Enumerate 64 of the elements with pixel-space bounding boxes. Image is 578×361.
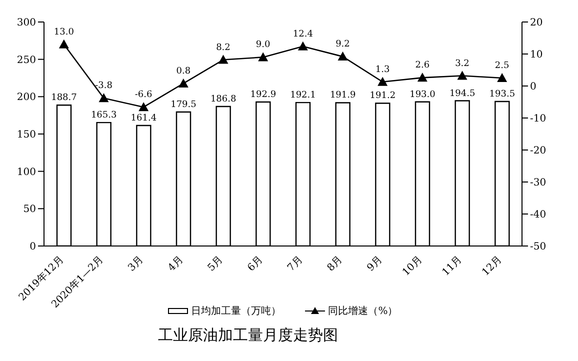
data-label: 0.8 — [176, 66, 191, 76]
point — [138, 102, 149, 112]
data-label: 9.0 — [256, 40, 271, 50]
x-tick-label: 6月 — [246, 254, 266, 274]
y2-tick-label: -30 — [530, 178, 546, 189]
data-label: 13.0 — [54, 27, 74, 38]
y-tick-label: 0 — [30, 242, 36, 253]
data-label: 2.5 — [494, 61, 510, 71]
x-tick-label: 12月 — [480, 254, 504, 278]
data-label: 193.0 — [410, 90, 436, 100]
y2-tick-label: 20 — [530, 18, 543, 29]
data-label: 2.6 — [415, 60, 430, 71]
point — [338, 52, 348, 61]
y-tick-label: 200 — [16, 92, 36, 104]
point — [258, 52, 268, 62]
y2-tick-label: -10 — [530, 114, 546, 125]
data-label: 192.9 — [250, 90, 276, 100]
data-label: 179.5 — [170, 100, 197, 110]
x-tick-label: 4月 — [166, 254, 186, 274]
data-label: -3.8 — [95, 81, 113, 92]
y2-tick-label: -40 — [530, 210, 546, 221]
y-tick-label: 50 — [23, 204, 36, 216]
x-tick-label: 10月 — [400, 254, 425, 278]
y-tick-label: 150 — [16, 130, 36, 141]
y-tick-label: 100 — [16, 166, 36, 178]
data-label: 8.2 — [216, 42, 230, 53]
legend-label: 日均加工量（万吨） — [191, 304, 282, 318]
point — [58, 39, 69, 48]
point — [417, 72, 428, 82]
y2-tick-label: -20 — [530, 146, 546, 157]
legend-label: 同比增速（%） — [328, 304, 398, 318]
x-tick-label: 3月 — [126, 254, 146, 274]
data-label: 194.5 — [449, 88, 476, 99]
data-label: 165.3 — [90, 110, 117, 121]
data-label: 191.9 — [330, 90, 356, 101]
point — [497, 73, 508, 82]
point — [98, 93, 109, 102]
x-tick-label: 11月 — [440, 254, 464, 278]
data-label: 186.8 — [210, 94, 236, 105]
text: 工业原油加工量月度走势图 — [158, 326, 339, 345]
data-label: 1.3 — [375, 64, 390, 75]
data-label: 188.7 — [51, 93, 78, 104]
point — [298, 41, 308, 50]
point — [218, 54, 228, 64]
data-label: 192.1 — [290, 90, 316, 101]
y-tick-label: 300 — [16, 18, 36, 29]
x-tick-label: 7月 — [286, 254, 306, 274]
x-tick-label: 5月 — [206, 254, 226, 274]
y-tick-label: 250 — [16, 54, 36, 66]
data-label: 161.4 — [130, 113, 157, 124]
data-label: 12.4 — [292, 29, 314, 40]
data-label: 9.2 — [336, 40, 350, 50]
data-label: -6.6 — [134, 90, 153, 100]
x-tick-label: 8月 — [326, 254, 345, 274]
y2-tick-label: 10 — [530, 50, 543, 61]
data-label: 193.5 — [489, 90, 516, 100]
point — [457, 70, 468, 80]
y2-tick-label: -50 — [530, 242, 546, 253]
point — [178, 78, 188, 88]
x-tick-label: 9月 — [365, 254, 385, 274]
y2-tick-label: 0 — [530, 82, 536, 93]
point — [378, 76, 388, 86]
data-label: 191.2 — [370, 91, 396, 102]
data-label: 3.2 — [455, 58, 470, 69]
